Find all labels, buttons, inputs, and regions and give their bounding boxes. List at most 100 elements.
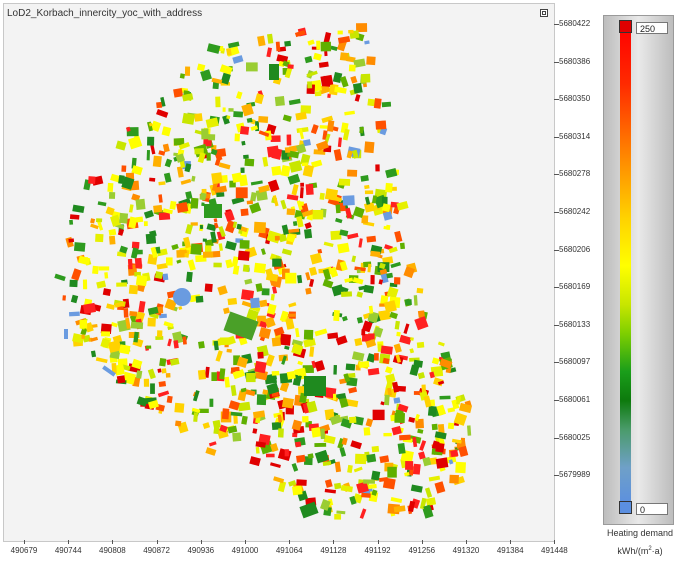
building[interactable] [297, 360, 304, 366]
building[interactable] [208, 441, 217, 447]
building[interactable] [218, 162, 231, 170]
building[interactable] [220, 72, 231, 85]
building[interactable] [108, 228, 117, 236]
building[interactable] [275, 41, 281, 52]
building[interactable] [191, 407, 201, 414]
building[interactable] [363, 284, 375, 294]
building[interactable] [161, 368, 167, 374]
building[interactable] [339, 76, 349, 88]
building[interactable] [231, 256, 239, 268]
building[interactable] [252, 428, 258, 434]
building[interactable] [314, 328, 328, 337]
building[interactable] [378, 262, 386, 270]
building[interactable] [288, 480, 297, 487]
building[interactable] [385, 168, 398, 179]
building[interactable] [156, 109, 169, 118]
building[interactable] [316, 140, 329, 152]
building[interactable] [218, 225, 226, 238]
building[interactable] [418, 451, 426, 460]
building[interactable] [225, 240, 237, 251]
building[interactable] [272, 258, 282, 267]
building[interactable] [96, 280, 107, 289]
building[interactable] [253, 262, 267, 274]
building[interactable] [270, 135, 281, 142]
building[interactable] [387, 387, 392, 396]
building[interactable] [391, 186, 397, 191]
building[interactable] [102, 288, 112, 296]
building[interactable] [264, 374, 277, 385]
building[interactable] [270, 443, 279, 453]
building[interactable] [237, 401, 251, 412]
building[interactable] [150, 144, 156, 155]
building[interactable] [361, 215, 369, 224]
building[interactable] [364, 40, 370, 45]
building[interactable] [130, 247, 139, 259]
building[interactable] [288, 228, 300, 233]
building[interactable] [322, 279, 334, 289]
building[interactable] [361, 320, 373, 333]
building[interactable] [303, 456, 313, 466]
building[interactable] [224, 376, 230, 388]
building[interactable] [352, 206, 365, 218]
building[interactable] [346, 56, 356, 63]
building[interactable] [165, 372, 171, 378]
building[interactable] [221, 408, 230, 420]
building[interactable] [300, 182, 305, 187]
building[interactable] [194, 113, 203, 122]
building[interactable] [244, 158, 255, 167]
building[interactable] [384, 366, 393, 374]
building[interactable] [62, 295, 66, 301]
building[interactable] [131, 241, 140, 249]
building[interactable] [389, 311, 398, 320]
building[interactable] [255, 441, 266, 448]
building[interactable] [393, 397, 401, 404]
building[interactable] [448, 459, 454, 465]
building[interactable] [150, 120, 162, 132]
building[interactable] [450, 449, 459, 458]
building[interactable] [339, 447, 347, 457]
building[interactable] [384, 394, 390, 406]
building[interactable] [173, 340, 179, 349]
building[interactable] [166, 395, 173, 404]
building[interactable] [364, 196, 371, 205]
building[interactable] [260, 248, 266, 256]
building[interactable] [110, 214, 121, 227]
building[interactable] [210, 231, 217, 243]
building[interactable] [171, 243, 179, 251]
building[interactable] [371, 489, 378, 496]
building[interactable] [447, 422, 455, 430]
building[interactable] [344, 277, 354, 283]
building[interactable] [368, 483, 377, 489]
building[interactable] [346, 150, 353, 159]
building[interactable] [258, 184, 270, 193]
building[interactable] [148, 122, 153, 127]
building[interactable] [267, 179, 280, 193]
building[interactable] [451, 438, 462, 444]
building[interactable] [158, 181, 166, 186]
building[interactable] [281, 355, 287, 365]
building[interactable] [243, 154, 249, 159]
building[interactable] [186, 271, 193, 283]
building[interactable] [417, 428, 424, 434]
max-value-input[interactable]: 250 [636, 22, 668, 34]
building[interactable] [423, 395, 432, 408]
building[interactable] [399, 434, 411, 441]
building[interactable] [197, 152, 206, 164]
building[interactable] [371, 195, 377, 204]
building[interactable] [255, 283, 263, 292]
building[interactable] [404, 472, 410, 477]
building[interactable] [98, 266, 110, 271]
building[interactable] [301, 162, 309, 167]
building[interactable] [90, 350, 97, 358]
building[interactable] [304, 376, 326, 396]
building[interactable] [345, 363, 356, 371]
building[interactable] [368, 333, 375, 340]
building[interactable] [128, 216, 138, 229]
building[interactable] [193, 412, 199, 422]
building[interactable] [341, 291, 353, 297]
building[interactable] [143, 209, 154, 219]
building[interactable] [271, 421, 282, 430]
building[interactable] [298, 128, 305, 140]
building[interactable] [294, 29, 306, 38]
building[interactable] [337, 36, 351, 44]
